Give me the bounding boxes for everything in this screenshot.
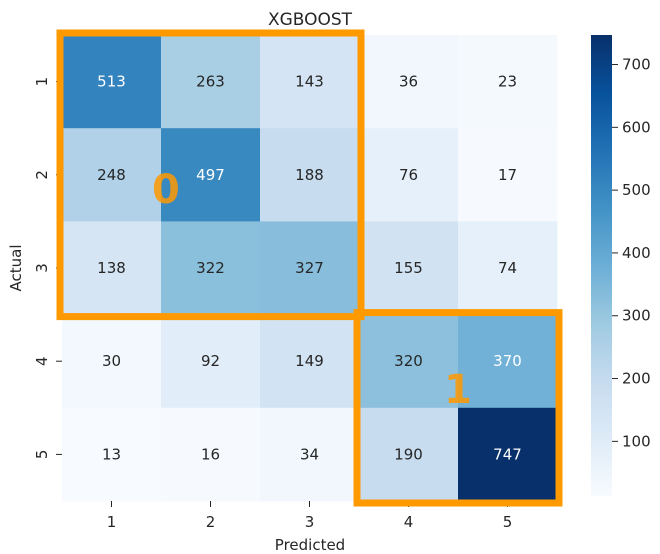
heatmap-cell-r4-c5	[458, 314, 558, 409]
heatmap-cell-r5-c1	[62, 407, 162, 502]
x-tick-label: 5	[503, 513, 513, 531]
highlight-label-1: 1	[444, 367, 472, 413]
cell-value-label: 513	[97, 73, 126, 91]
chart-title: XGBOOST	[268, 10, 353, 30]
cell-value-label: 13	[102, 445, 121, 463]
heatmap-cell-r1-c2	[161, 35, 261, 129]
cell-value-label: 322	[196, 259, 225, 277]
highlight-box-1	[353, 309, 563, 507]
heatmap-cell-r1-c4	[359, 35, 459, 129]
cell-value-label: 34	[300, 445, 319, 463]
x-axis-label: Predicted	[275, 536, 345, 554]
cell-value-label: 143	[295, 73, 324, 91]
cell-value-label: 320	[394, 352, 423, 370]
heatmap-cell-r2-c3	[260, 128, 360, 222]
heatmap-cell-r4-c3	[260, 314, 360, 409]
x-tick-label: 2	[206, 513, 216, 531]
cell-value-label: 497	[196, 166, 225, 184]
heatmap-cell-r5-c3	[260, 407, 360, 502]
colorbar-tick-label: 700	[622, 56, 651, 74]
x-tick-label: 4	[404, 513, 414, 531]
colorbar-gradient	[591, 35, 612, 496]
colorbar: 100 200 300 400 500 600 700	[591, 35, 651, 496]
cell-value-label: 74	[498, 259, 517, 277]
heatmap-cell-r3-c2	[161, 221, 261, 316]
cell-value-label: 76	[399, 166, 418, 184]
heatmap-cell-r5-c4	[359, 407, 459, 502]
heatmap-cell-r5-c5	[458, 407, 558, 502]
y-tick-label: 3	[33, 263, 51, 273]
colorbar-tick-label: 100	[622, 432, 651, 450]
colorbar-tick-label: 400	[622, 244, 651, 262]
cell-value-label: 370	[493, 352, 522, 370]
highlight-label-0: 0	[152, 167, 180, 213]
heatmap-cell-r3-c4	[359, 221, 459, 316]
heatmap-cell-r4-c1	[62, 314, 162, 409]
y-tick-label: 2	[33, 170, 51, 180]
cell-value-label: 155	[394, 259, 423, 277]
cell-value-label: 188	[295, 166, 324, 184]
heatmap-cell-r1-c1	[62, 35, 162, 129]
heatmap-cell-r5-c2	[161, 407, 261, 502]
cell-value-label: 36	[399, 73, 418, 91]
cell-value-label: 248	[97, 166, 126, 184]
cell-value-label: 149	[295, 352, 324, 370]
colorbar-tick-label: 200	[622, 370, 651, 388]
cell-value-label: 138	[97, 259, 126, 277]
heatmap-cell-r2-c2	[161, 128, 261, 222]
heatmap-cell-r3-c3	[260, 221, 360, 316]
heatmap-cell-r1-c3	[260, 35, 360, 129]
cell-value-label: 17	[498, 166, 517, 184]
cell-value-label: 747	[493, 445, 522, 463]
cell-value-label: 190	[394, 445, 423, 463]
heatmap-cell-r2-c1	[62, 128, 162, 222]
x-tick-label: 3	[305, 513, 315, 531]
heatmap-cell-r1-c5	[458, 35, 558, 129]
heatmap-cell-r4-c2	[161, 314, 261, 409]
y-tick-label: 1	[33, 77, 51, 87]
cell-value-label: 16	[201, 445, 220, 463]
y-axis-label: Actual	[7, 245, 25, 292]
heatmap-cells	[62, 35, 558, 502]
highlight-annotations: 01	[56, 29, 563, 507]
heatmap-cell-r2-c5	[458, 128, 558, 222]
cell-value-label: 263	[196, 73, 225, 91]
colorbar-tick-label: 600	[622, 118, 651, 136]
x-tick-label: 1	[107, 513, 117, 531]
heatmap-cell-r3-c5	[458, 221, 558, 316]
cell-value-label: 23	[498, 73, 517, 91]
heatmap-cell-r4-c4	[359, 314, 459, 409]
highlight-box-0	[56, 29, 365, 321]
cell-value-label: 30	[102, 352, 121, 370]
cell-value-label: 92	[201, 352, 220, 370]
colorbar-tick-label: 300	[622, 307, 651, 325]
y-tick-label: 5	[33, 450, 51, 460]
heatmap-cell-r3-c1	[62, 221, 162, 316]
cell-value-label: 327	[295, 259, 324, 277]
heatmap-cell-labels: 513 263 143 36 23 248 497 188 76 17 138 322 327 155 74…	[97, 73, 522, 464]
colorbar-tick-label: 500	[622, 181, 651, 199]
y-tick-label: 4	[33, 356, 51, 366]
heatmap-cell-r2-c4	[359, 128, 459, 222]
